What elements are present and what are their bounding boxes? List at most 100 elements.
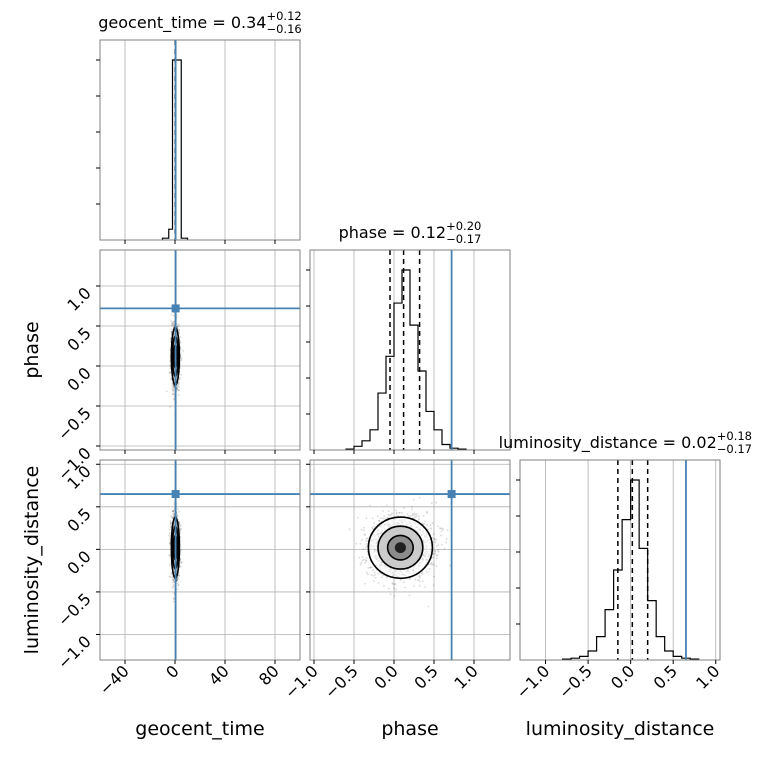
sample-point — [172, 577, 175, 580]
sample-point — [445, 537, 448, 540]
sample-point — [180, 358, 183, 360]
sample-point — [172, 314, 175, 317]
sample-point — [177, 383, 180, 386]
sample-point — [429, 523, 432, 526]
sample-point — [398, 511, 401, 514]
sample-point — [434, 552, 437, 555]
sample-point — [362, 547, 365, 550]
sample-point — [171, 387, 174, 390]
sample-point — [435, 565, 438, 568]
axes-frame — [99, 459, 301, 661]
sample-point — [171, 578, 174, 581]
sample-point — [383, 585, 385, 587]
sample-point — [415, 515, 418, 518]
sample-point — [376, 515, 379, 518]
histogram-bar — [622, 520, 631, 660]
sample-point — [391, 512, 393, 515]
sample-point — [179, 565, 182, 568]
sample-point — [179, 559, 182, 562]
sample-point — [418, 496, 421, 499]
sample-point — [181, 561, 184, 564]
histogram-outline — [345, 269, 467, 450]
sample-point — [365, 537, 368, 540]
sample-point — [172, 321, 175, 323]
x-tick-label: 40 — [205, 661, 233, 689]
sample-point — [437, 525, 439, 528]
sample-point — [170, 330, 173, 333]
histogram-bar — [418, 371, 426, 450]
sample-point — [388, 514, 391, 517]
sample-point — [378, 519, 381, 522]
sample-point — [370, 566, 373, 568]
sample-point — [413, 512, 416, 515]
sample-point — [169, 563, 171, 566]
sample-point — [173, 397, 176, 400]
histogram-bar — [605, 610, 614, 660]
sample-point — [178, 329, 180, 332]
sample-point — [363, 533, 366, 536]
sample-point — [434, 549, 437, 552]
sample-point — [430, 563, 432, 565]
sample-point — [423, 523, 426, 525]
histogram-bar — [656, 637, 665, 660]
sample-point — [387, 510, 390, 513]
sample-point — [176, 582, 179, 585]
sample-point — [182, 349, 185, 352]
sample-point — [176, 578, 178, 581]
sample-point — [170, 526, 172, 529]
histogram-phase — [345, 250, 467, 450]
sample-point — [440, 543, 443, 546]
sample-point — [399, 511, 401, 514]
sample-point — [421, 571, 424, 573]
sample-point — [364, 559, 367, 562]
sample-point — [442, 527, 444, 530]
sample-point — [165, 390, 168, 393]
sample-point — [416, 579, 419, 582]
sample-point — [180, 548, 183, 551]
sample-point — [395, 588, 397, 591]
sample-point — [172, 597, 175, 600]
x-tick-label: 1.0 — [692, 661, 723, 692]
sample-point — [178, 510, 181, 513]
sample-point — [404, 586, 406, 589]
sample-point — [437, 549, 439, 552]
sample-point — [169, 555, 172, 557]
sample-point — [172, 579, 175, 582]
sample-point — [168, 528, 171, 531]
y-tick-label: 0.0 — [63, 363, 94, 394]
sample-point — [171, 510, 174, 513]
sample-point — [168, 532, 171, 534]
sample-point — [372, 569, 374, 571]
sample-point — [173, 393, 176, 396]
sample-point — [171, 576, 174, 579]
sample-point — [176, 388, 179, 391]
sample-point — [399, 579, 402, 581]
sample-point — [419, 576, 422, 579]
sample-point — [390, 513, 392, 516]
x-tick-label: 0 — [162, 661, 183, 682]
sample-point — [364, 534, 367, 536]
sample-point — [377, 582, 380, 584]
sample-point — [179, 561, 182, 563]
sample-point — [173, 324, 176, 327]
sample-point — [418, 579, 420, 581]
sample-point — [433, 538, 436, 540]
sample-point — [179, 348, 182, 351]
sample-point — [430, 527, 432, 530]
sample-point — [172, 515, 175, 518]
sample-point — [179, 357, 182, 360]
sample-point — [172, 598, 175, 600]
sample-point — [169, 364, 172, 367]
sample-point — [431, 563, 434, 566]
sample-point — [366, 551, 369, 553]
scatter-geocent-time-luminosity-distance — [100, 460, 300, 660]
sample-point — [395, 509, 398, 512]
sample-point — [172, 393, 175, 395]
sample-point — [169, 522, 172, 525]
sample-point — [177, 325, 180, 327]
y-tick-label: −0.5 — [54, 589, 95, 630]
sample-point — [424, 586, 426, 588]
sample-point — [173, 503, 176, 506]
sample-point — [172, 581, 174, 584]
sample-point — [410, 514, 412, 517]
